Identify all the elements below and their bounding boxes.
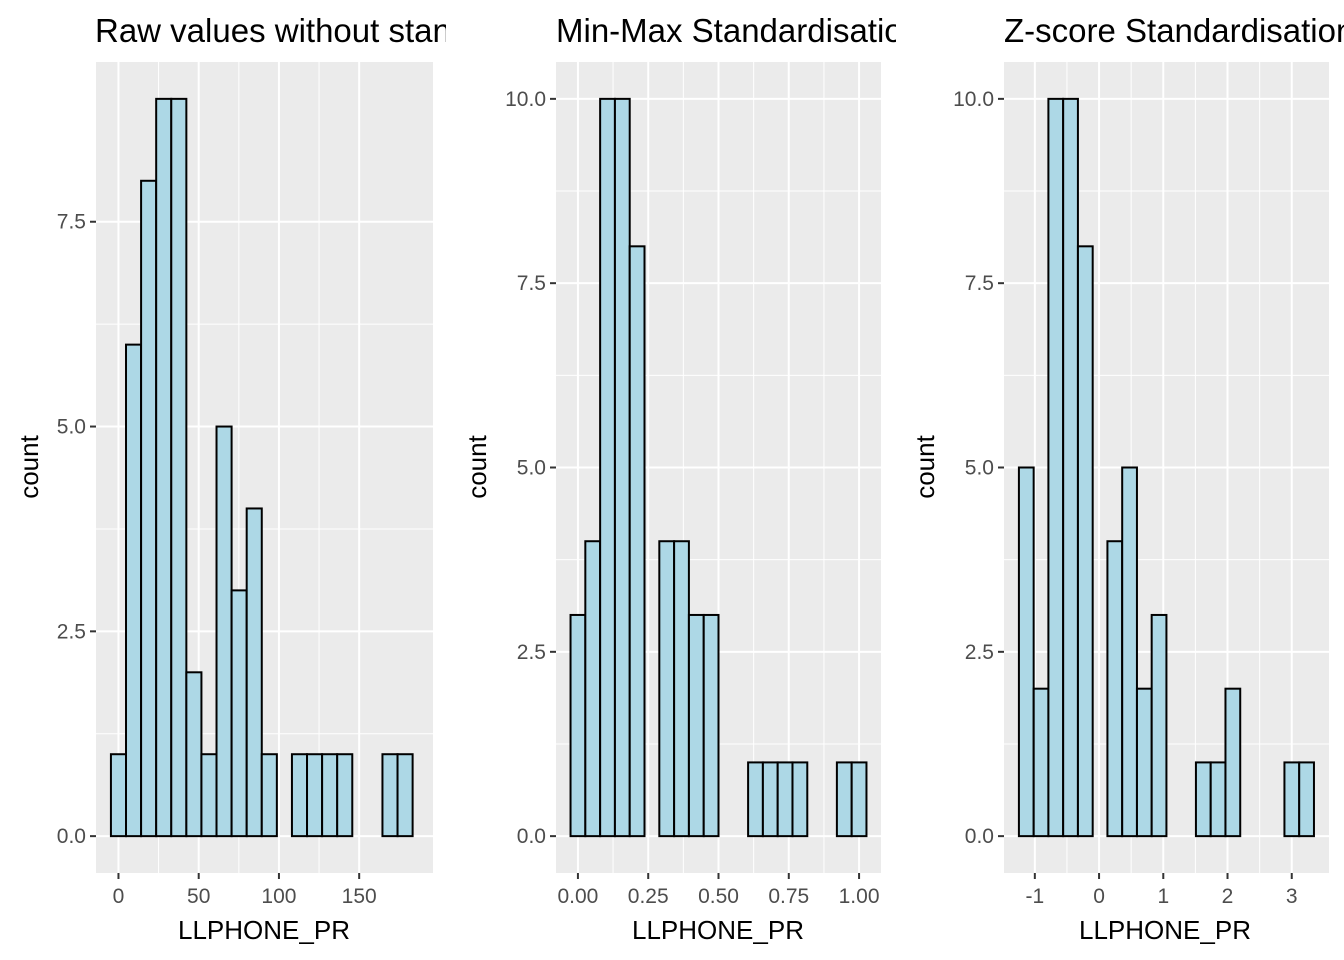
x-tick-label: 1 bbox=[1157, 885, 1169, 908]
histogram-bar bbox=[1224, 687, 1242, 838]
histogram-bar bbox=[1047, 97, 1065, 838]
histogram-bar bbox=[1062, 97, 1079, 838]
histogram-bar bbox=[613, 97, 631, 838]
y-axis-title: count bbox=[14, 434, 44, 498]
histogram-bar bbox=[306, 753, 324, 838]
x-tick-label: 3 bbox=[1286, 885, 1298, 908]
plot-area: 0 50 100 150 0.0 2.5 5.0 7.5 bbox=[57, 62, 433, 908]
y-tick-label: 10.0 bbox=[953, 88, 994, 111]
histogram-bar bbox=[170, 97, 188, 838]
x-tick-label: 100 bbox=[261, 885, 296, 908]
x-tick-label: -1 bbox=[1025, 885, 1044, 908]
histogram-bar bbox=[215, 425, 233, 838]
x-axis-title: LLPHONE_PR bbox=[1079, 915, 1251, 945]
histogram-bar bbox=[1194, 761, 1212, 838]
panel-title: Min-Max Standardisation bbox=[556, 12, 921, 49]
y-tick-label: 10.0 bbox=[505, 88, 546, 111]
x-axis-title: LLPHONE_PR bbox=[632, 915, 804, 945]
plot-area: -1 0 1 2 3 0.0 2.5 5.0 7.5 10.0 bbox=[953, 62, 1329, 908]
panel-z-score: Z-score Standardisation -1 0 1 2 3 0.0 2.5 5.0 7… bbox=[910, 12, 1344, 945]
histogram-bar bbox=[1135, 687, 1153, 838]
x-tick-label: 0 bbox=[1093, 885, 1105, 908]
histogram-bar bbox=[761, 761, 779, 838]
histogram-bar bbox=[584, 540, 602, 838]
x-tick-label: 0.75 bbox=[768, 885, 809, 908]
x-tick-label: 0.50 bbox=[698, 885, 739, 908]
histogram-bar bbox=[200, 753, 218, 838]
histogram-bar bbox=[628, 245, 646, 838]
histogram-bar bbox=[1283, 761, 1301, 838]
x-tick-label: 0 bbox=[113, 885, 125, 908]
histogram-bar bbox=[155, 97, 173, 838]
y-tick-label: 2.5 bbox=[517, 641, 546, 664]
histogram-bar bbox=[125, 343, 143, 838]
y-tick-label: 5.0 bbox=[965, 457, 994, 480]
histogram-bar bbox=[599, 97, 616, 838]
histogram-bar bbox=[109, 753, 128, 838]
histogram-bar bbox=[1209, 761, 1227, 838]
panel-title: Z-score Standardisation bbox=[1004, 12, 1344, 49]
y-tick-label: 7.5 bbox=[57, 211, 86, 234]
y-axis-title: count bbox=[462, 434, 492, 498]
panel-title: Raw values without standardisation bbox=[95, 12, 612, 49]
x-axis-title: LLPHONE_PR bbox=[178, 915, 350, 945]
panel-raw-values: Raw values without standardisation 0 50 10… bbox=[14, 12, 612, 945]
histogram-bar bbox=[1106, 540, 1124, 838]
x-tick-label: 0.00 bbox=[557, 885, 598, 908]
histogram-bar bbox=[791, 761, 809, 838]
y-tick-label: 5.0 bbox=[57, 416, 86, 439]
y-tick-label: 0.0 bbox=[965, 825, 994, 848]
histogram-bar bbox=[321, 753, 339, 838]
histogram-bar bbox=[336, 753, 354, 838]
histogram-bar bbox=[687, 613, 705, 838]
histogram-bar bbox=[747, 761, 764, 838]
histogram-bar bbox=[290, 753, 309, 838]
x-tick-label: 150 bbox=[342, 885, 377, 908]
x-tick-label: 50 bbox=[187, 885, 210, 908]
histogram-bar bbox=[776, 761, 794, 838]
x-tick-label: 0.25 bbox=[628, 885, 669, 908]
histogram-bar bbox=[1032, 687, 1050, 838]
y-tick-label: 7.5 bbox=[517, 272, 546, 295]
histogram-bar bbox=[1298, 761, 1315, 838]
histogram-bar bbox=[185, 671, 203, 838]
histogram-bar bbox=[1017, 466, 1035, 838]
y-tick-label: 2.5 bbox=[965, 641, 994, 664]
y-tick-label: 2.5 bbox=[57, 620, 86, 643]
y-axis-title: count bbox=[910, 434, 940, 498]
x-tick-label: 2 bbox=[1222, 885, 1234, 908]
histogram-bar bbox=[1121, 466, 1138, 838]
histogram-bar bbox=[381, 753, 399, 838]
histogram-bar bbox=[245, 507, 263, 838]
histogram-bar bbox=[673, 540, 690, 838]
y-tick-label: 0.0 bbox=[57, 825, 86, 848]
histogram-bar bbox=[702, 613, 720, 838]
x-tick-label: 1.00 bbox=[839, 885, 880, 908]
histogram-bar bbox=[230, 589, 248, 838]
histogram-bar bbox=[396, 753, 414, 838]
histogram-bar bbox=[850, 761, 868, 838]
histogram-bar bbox=[569, 613, 587, 838]
histogram-bar bbox=[260, 753, 278, 838]
y-tick-label: 0.0 bbox=[517, 825, 546, 848]
histogram-bar bbox=[835, 761, 853, 838]
histogram-bar bbox=[1150, 613, 1168, 838]
histogram-bar bbox=[658, 540, 676, 838]
panel-min-max: Min-Max Standardisation 0.00 0.25 0.50 0.75… bbox=[462, 12, 921, 945]
y-tick-label: 7.5 bbox=[965, 272, 994, 295]
plot-area: 0.00 0.25 0.50 0.75 1.00 0.0 2.5 5.0 7.5 10.0 bbox=[505, 62, 881, 908]
y-tick-label: 5.0 bbox=[517, 457, 546, 480]
histogram-bar bbox=[1076, 245, 1094, 838]
histogram-bar bbox=[140, 179, 158, 838]
